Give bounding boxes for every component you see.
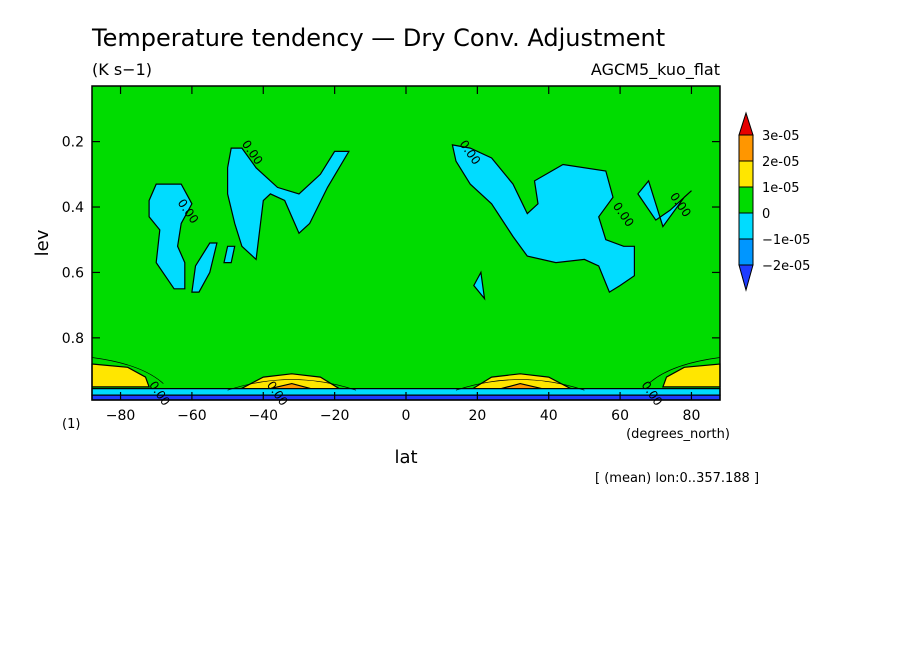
y-axis: 0.2 0.4 0.6 0.8 bbox=[62, 135, 720, 347]
colorbar-label: 2e-05 bbox=[762, 155, 800, 170]
outer-contour-0 bbox=[91, 357, 164, 384]
x-tick-label: −20 bbox=[320, 408, 350, 424]
y-tick-label: 0.2 bbox=[62, 135, 84, 151]
x-axis-units: (degrees_north) bbox=[626, 427, 730, 442]
colorbar-label: 0 bbox=[762, 207, 770, 222]
x-tick-label: −40 bbox=[248, 408, 278, 424]
colorbar-high-arrow bbox=[738, 111, 754, 136]
colorbar-swatch bbox=[738, 160, 754, 188]
y-axis-label: lev bbox=[32, 229, 53, 256]
contour-region-4 bbox=[451, 144, 636, 293]
x-tick-label: 40 bbox=[540, 408, 558, 424]
x-tick-label: 0 bbox=[402, 408, 411, 424]
x-tick-label: −80 bbox=[106, 408, 136, 424]
footnote: [ (mean) lon:0..357.188 ] bbox=[595, 471, 759, 486]
colorbar: −2e-05 −1e-05 0 1e-05 2e-05 3e-05 bbox=[738, 111, 810, 292]
contour-region-5 bbox=[637, 179, 692, 228]
chart-title: Temperature tendency — Dry Conv. Adjustm… bbox=[91, 24, 665, 52]
colorbar-swatch bbox=[738, 186, 754, 214]
chart-units: (K s−1) bbox=[92, 60, 152, 79]
x-tick-label: 60 bbox=[611, 408, 629, 424]
background-field bbox=[92, 86, 720, 400]
contour-region-3 bbox=[223, 245, 236, 264]
contour-region-0 bbox=[227, 147, 350, 261]
y-axis-units: (1) bbox=[62, 417, 80, 432]
x-tick-label: 20 bbox=[468, 408, 486, 424]
y-tick-label: 0.6 bbox=[62, 265, 84, 281]
outer-contour-3 bbox=[648, 357, 721, 384]
colorbar-label: 1e-05 bbox=[762, 181, 800, 196]
colorbar-label: −2e-05 bbox=[762, 259, 810, 274]
colorbar-swatch bbox=[738, 134, 754, 162]
x-axis-label: lat bbox=[394, 447, 417, 468]
x-tick-label: −60 bbox=[177, 408, 207, 424]
x-axis: −80 −60 −40 −20 0 20 40 60 80 bbox=[106, 86, 701, 424]
plot-area: 0.000.000.000.00 0.000.00 0.00 0.00 bbox=[91, 85, 721, 408]
contour-region-1 bbox=[148, 183, 193, 290]
colorbar-low-arrow bbox=[738, 264, 754, 292]
contour-region-12 bbox=[662, 363, 721, 388]
model-label: AGCM5_kuo_flat bbox=[591, 60, 720, 80]
colorbar-swatch bbox=[738, 212, 754, 240]
y-tick-label: 0.4 bbox=[62, 200, 84, 216]
x-tick-label: 80 bbox=[683, 408, 701, 424]
y-tick-label: 0.8 bbox=[62, 331, 84, 347]
contour-region-6 bbox=[473, 270, 486, 301]
colorbar-label: 3e-05 bbox=[762, 129, 800, 144]
outer-contour-2 bbox=[455, 379, 585, 391]
contour-region-2 bbox=[191, 242, 218, 293]
colorbar-swatch bbox=[738, 238, 754, 266]
outer-contour-1 bbox=[227, 379, 357, 391]
colorbar-label: −1e-05 bbox=[762, 233, 810, 248]
